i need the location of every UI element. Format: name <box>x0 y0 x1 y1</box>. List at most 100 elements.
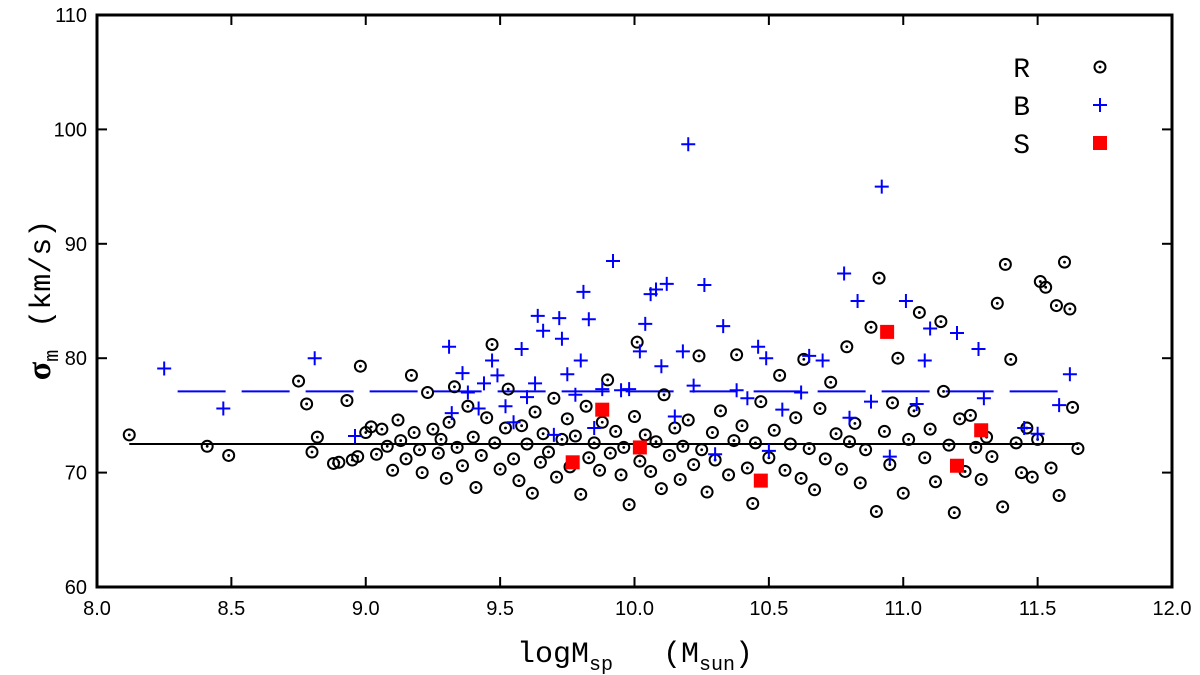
point <box>880 324 895 339</box>
marker-plus <box>576 284 591 299</box>
y-tick-label: 110 <box>55 5 87 27</box>
marker-dot <box>705 490 709 494</box>
point <box>593 463 607 477</box>
marker-ring <box>700 485 714 499</box>
marker-dot <box>404 457 408 461</box>
marker-dot <box>410 373 413 377</box>
marker-dot <box>700 448 704 452</box>
y-tick-label: 60 <box>65 577 87 599</box>
point <box>560 367 575 382</box>
point <box>1015 466 1028 480</box>
marker-dot <box>901 491 905 495</box>
marker-dot <box>692 463 696 466</box>
marker-ring <box>896 486 910 500</box>
point <box>560 412 574 426</box>
marker-ring <box>579 399 593 413</box>
marker-dot <box>947 443 951 447</box>
marker-dot <box>818 407 822 410</box>
marker-dot <box>711 431 714 434</box>
marker-dot <box>783 468 787 472</box>
marker-ring <box>332 455 346 469</box>
marker-dot <box>958 417 962 421</box>
marker-plus <box>581 312 596 327</box>
point <box>748 436 762 450</box>
marker-square <box>565 455 580 470</box>
point <box>542 445 555 459</box>
marker-plus <box>552 311 567 326</box>
marker-plus <box>716 319 731 334</box>
marker-ring <box>300 397 314 411</box>
x-tick-label: 11.0 <box>885 598 922 620</box>
point <box>767 423 781 437</box>
marker-dot <box>678 478 682 481</box>
marker-dot <box>697 354 701 358</box>
marker-ring <box>808 483 822 497</box>
marker-dot <box>939 320 943 323</box>
marker-ring <box>834 462 848 476</box>
marker-plus <box>348 428 362 443</box>
marker-plus <box>654 359 669 374</box>
y-tick-label: 70 <box>65 463 87 485</box>
legend-label: S <box>1013 131 1030 162</box>
marker-ring <box>934 315 948 329</box>
marker-ring <box>520 437 534 451</box>
marker-ring <box>582 451 596 465</box>
marker-dot <box>533 410 537 414</box>
marker-ring <box>550 470 564 484</box>
marker-plus <box>898 294 913 308</box>
marker-ring <box>824 375 838 389</box>
marker-dot <box>205 444 209 448</box>
point <box>450 440 464 454</box>
marker-ring <box>695 443 709 457</box>
marker-ring <box>714 404 727 418</box>
marker-ring <box>1039 280 1053 294</box>
marker-ring <box>469 480 483 494</box>
marker-plus <box>490 368 505 383</box>
point <box>773 368 787 382</box>
marker-dot <box>1098 65 1102 69</box>
point <box>579 399 593 413</box>
point <box>444 406 459 421</box>
marker-dot <box>530 491 534 495</box>
marker-ring <box>507 452 521 466</box>
marker-dot <box>877 276 881 280</box>
point <box>426 422 440 436</box>
marker-ring <box>421 386 435 400</box>
marker-dot <box>1014 441 1018 445</box>
marker-plus <box>667 409 682 424</box>
y-tick-label: 90 <box>65 234 87 256</box>
marker-ring <box>802 442 816 456</box>
marker-ring <box>542 445 555 459</box>
marker-square <box>880 324 895 339</box>
x-label-unit: (M <box>663 638 699 672</box>
marker-ring <box>1015 466 1028 480</box>
marker-ring <box>730 348 744 362</box>
marker-square <box>1093 136 1107 150</box>
marker-ring <box>222 448 236 462</box>
point <box>824 375 838 389</box>
point <box>837 266 852 281</box>
point <box>300 397 314 411</box>
marker-plus <box>587 420 602 435</box>
marker-ring <box>829 427 843 441</box>
point <box>882 449 897 464</box>
marker-plus <box>1062 367 1077 382</box>
marker-plus <box>1093 98 1107 112</box>
marker-ring <box>609 424 623 438</box>
point <box>1044 461 1058 475</box>
marker-dot <box>990 455 994 458</box>
marker-square <box>950 458 964 473</box>
marker-dot <box>598 468 601 472</box>
marker-dot <box>659 487 663 491</box>
marker-dot <box>649 470 653 473</box>
marker-dot <box>455 446 459 449</box>
marker-ring <box>568 429 582 443</box>
marker-dot <box>520 424 524 428</box>
marker-ring <box>461 399 475 413</box>
marker-ring <box>748 436 762 450</box>
marker-dot <box>963 470 967 473</box>
marker-ring <box>886 396 899 410</box>
point <box>675 344 690 359</box>
point <box>582 451 596 465</box>
